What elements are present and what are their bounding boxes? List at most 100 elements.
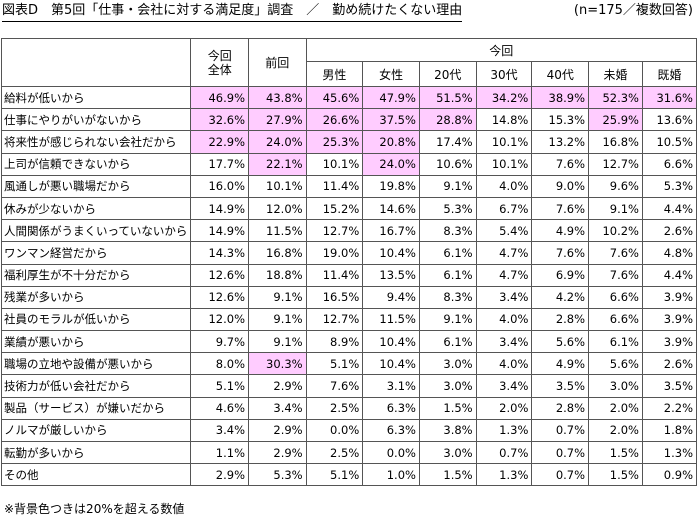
- table-cell: 9.1%: [248, 285, 307, 309]
- table-cell: 26.6%: [305, 108, 364, 132]
- table-cell: 0.7%: [531, 463, 590, 487]
- row-label: 業績が悪いから: [0, 330, 192, 354]
- table-cell: 4.0%: [475, 174, 533, 198]
- header-sub: 女性: [362, 61, 420, 87]
- table-cell: 0.9%: [641, 463, 697, 487]
- table-cell: 1.3%: [475, 418, 533, 443]
- row-label: 福利厚生が不十分だから: [0, 263, 192, 287]
- header-total: 今回 全体: [190, 38, 250, 87]
- table-cell: 6.3%: [362, 396, 420, 420]
- table-cell: 16.8%: [248, 241, 307, 265]
- table-cell: 25.9%: [588, 108, 643, 132]
- table-cell: 6.1%: [418, 330, 477, 354]
- table-row: ノルマが厳しいから 3.4% 2.9% 0.0% 6.3% 3.8% 1.3% 0.7% 2.0…: [0, 418, 697, 443]
- table-cell: 22.9%: [190, 130, 250, 154]
- table-cell: 6.1%: [418, 241, 477, 265]
- table-cell: 4.2%: [531, 285, 590, 309]
- row-label: ワンマン経営だから: [0, 241, 192, 265]
- table-cell: 6.3%: [362, 418, 420, 443]
- table-cell: 10.5%: [641, 130, 697, 154]
- table-cell: 52.3%: [588, 85, 643, 110]
- table-cell: 16.0%: [190, 174, 250, 198]
- table-cell: 15.2%: [305, 196, 364, 221]
- table-cell: 1.5%: [588, 440, 643, 465]
- table-cell: 2.6%: [641, 219, 697, 243]
- table-cell: 19.8%: [362, 174, 420, 198]
- table-cell: 5.1%: [190, 374, 250, 398]
- table-cell: 5.6%: [531, 330, 590, 354]
- row-label: 給料が低いから: [0, 85, 192, 110]
- table-cell: 9.1%: [248, 330, 307, 354]
- table-cell: 27.9%: [248, 108, 307, 132]
- table-cell: 1.8%: [641, 418, 697, 443]
- table-cell: 2.8%: [531, 396, 590, 420]
- table-row: 給料が低いから 46.9% 43.8% 45.6% 47.9% 51.5% 34.2% 38.…: [0, 85, 697, 110]
- table-cell: 13.2%: [531, 130, 590, 154]
- row-label: 人間関係がうまくいっていないから: [0, 219, 192, 243]
- table-cell: 11.4%: [305, 174, 364, 198]
- table-cell: 43.8%: [248, 85, 307, 110]
- table-cell: 34.2%: [475, 85, 533, 110]
- table-cell: 3.4%: [190, 418, 250, 443]
- table-cell: 11.5%: [248, 219, 307, 243]
- table-cell: 9.1%: [418, 307, 477, 332]
- table-cell: 38.9%: [531, 85, 590, 110]
- table-cell: 4.7%: [475, 263, 533, 287]
- table-cell: 12.0%: [190, 307, 250, 332]
- table-cell: 12.7%: [305, 219, 364, 243]
- table-cell: 32.6%: [190, 108, 250, 132]
- table-row: その他 2.9% 5.3% 5.1% 1.0% 1.5% 1.3% 0.7% 1.5% 0.9%: [0, 463, 697, 487]
- table-row: 転勤が多いから 1.1% 2.9% 2.5% 0.0% 3.0% 0.7% 0.7% 1.5% 1…: [0, 440, 697, 465]
- table-cell: 13.5%: [362, 263, 420, 287]
- table-cell: 7.6%: [588, 241, 643, 265]
- table-row: 将来性が感じられない会社だから 22.9% 24.0% 25.3% 20.8% 17.4%…: [0, 130, 697, 154]
- table-row: 福利厚生が不十分だから 12.6% 18.8% 11.4% 13.5% 6.1% 4.7% 6…: [0, 263, 697, 287]
- table-cell: 10.4%: [362, 352, 420, 376]
- table-cell: 14.9%: [190, 196, 250, 221]
- table-cell: 2.9%: [248, 374, 307, 398]
- footnote: ※背景色つきは20%を超える数値: [4, 502, 185, 516]
- table-cell: 1.1%: [190, 440, 250, 465]
- table-cell: 12.6%: [190, 285, 250, 309]
- header-sub: 男性: [305, 61, 364, 87]
- table-cell: 5.1%: [305, 352, 364, 376]
- table-cell: 12.0%: [248, 196, 307, 221]
- table-cell: 6.6%: [588, 307, 643, 332]
- table-cell: 31.6%: [641, 85, 697, 110]
- table-cell: 25.3%: [305, 130, 364, 154]
- table-cell: 28.8%: [418, 108, 477, 132]
- table-cell: 0.7%: [475, 440, 533, 465]
- row-label: 仕事にやりがいがないから: [0, 108, 192, 132]
- table-cell: 4.9%: [531, 219, 590, 243]
- table-cell: 5.6%: [588, 352, 643, 376]
- table-cell: 3.0%: [588, 374, 643, 398]
- table-cell: 1.3%: [641, 440, 697, 465]
- table-cell: 8.3%: [418, 219, 477, 243]
- table-cell: 3.8%: [418, 418, 477, 443]
- table-cell: 2.0%: [588, 396, 643, 420]
- table-cell: 3.5%: [531, 374, 590, 398]
- table-cell: 8.9%: [305, 330, 364, 354]
- row-label: 上司が信頼できないから: [0, 152, 192, 176]
- table-cell: 4.9%: [531, 352, 590, 376]
- row-label: 将来性が感じられない会社だから: [0, 130, 192, 154]
- table-row: ワンマン経営だから 14.3% 16.8% 19.0% 10.4% 6.1% 4.7% 7.6…: [0, 241, 697, 265]
- table-cell: 10.2%: [588, 219, 643, 243]
- header-sub: 未婚: [588, 61, 643, 87]
- table-cell: 3.1%: [362, 374, 420, 398]
- table-cell: 11.5%: [362, 307, 420, 332]
- table-cell: 10.1%: [475, 152, 533, 176]
- table-cell: 18.8%: [248, 263, 307, 287]
- table-cell: 7.6%: [531, 152, 590, 176]
- table-cell: 5.3%: [641, 174, 697, 198]
- table-cell: 24.0%: [248, 130, 307, 154]
- table-cell: 3.5%: [641, 374, 697, 398]
- table-cell: 5.4%: [475, 219, 533, 243]
- table-cell: 7.6%: [588, 263, 643, 287]
- table-row: 上司が信頼できないから 17.7% 22.1% 10.1% 24.0% 10.6% 10.1…: [0, 152, 697, 176]
- header-previous: 前回: [248, 38, 307, 87]
- table-cell: 19.0%: [305, 241, 364, 265]
- table-cell: 6.6%: [641, 152, 697, 176]
- table-cell: 3.4%: [475, 330, 533, 354]
- header-empty: [0, 38, 192, 87]
